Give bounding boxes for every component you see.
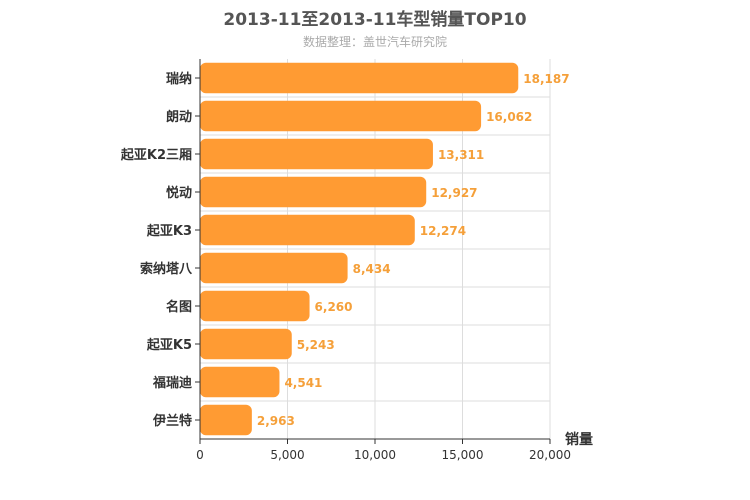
chart-subtitle: 数据整理：盖世汽车研究院	[302, 35, 447, 49]
data-label: 5,243	[297, 338, 335, 352]
bar	[200, 328, 292, 360]
category-label: 索纳塔八	[140, 261, 193, 277]
data-label: 16,062	[486, 110, 532, 124]
chart-title: 2013-11至2013-11车型销量TOP10	[223, 10, 527, 30]
label-layer: 0 5,000 10,000 15,000 20,000 瑞纳 18,187 朗动 16,062…	[120, 71, 571, 462]
category-label: 朗动	[166, 109, 192, 125]
grid-layer	[195, 59, 551, 444]
data-label: 12,274	[420, 224, 466, 238]
x-tick-label: 0	[196, 448, 204, 462]
x-tick-label: 5,000	[270, 448, 304, 462]
category-label: 名图	[166, 299, 192, 315]
data-label: 4,541	[284, 376, 322, 390]
data-label: 6,260	[315, 300, 353, 314]
bar-layer	[200, 62, 519, 436]
bar	[200, 62, 519, 94]
data-label: 13,311	[438, 148, 484, 162]
bar	[200, 290, 310, 322]
x-tick-label: 10,000	[354, 448, 396, 462]
category-label: 悦动	[166, 185, 192, 201]
bar	[200, 404, 252, 436]
bar	[200, 176, 427, 208]
bar	[200, 366, 280, 398]
x-tick-label: 20,000	[529, 448, 571, 462]
data-label: 12,927	[431, 186, 477, 200]
category-label: 起亚K3	[146, 223, 192, 239]
category-label: 福瑞迪	[152, 375, 192, 391]
category-label: 起亚K2三厢	[120, 147, 192, 163]
x-axis-title: 销量	[565, 431, 593, 448]
bar	[200, 100, 482, 132]
data-label: 2,963	[257, 414, 295, 428]
data-label: 18,187	[523, 72, 569, 86]
bar	[200, 138, 433, 170]
bar	[200, 214, 415, 246]
x-tick-label: 15,000	[442, 448, 484, 462]
data-label: 8,434	[353, 262, 391, 276]
category-label: 瑞纳	[166, 71, 192, 87]
bar	[200, 252, 348, 284]
category-label: 伊兰特	[152, 413, 192, 429]
category-label: 起亚K5	[146, 337, 192, 353]
